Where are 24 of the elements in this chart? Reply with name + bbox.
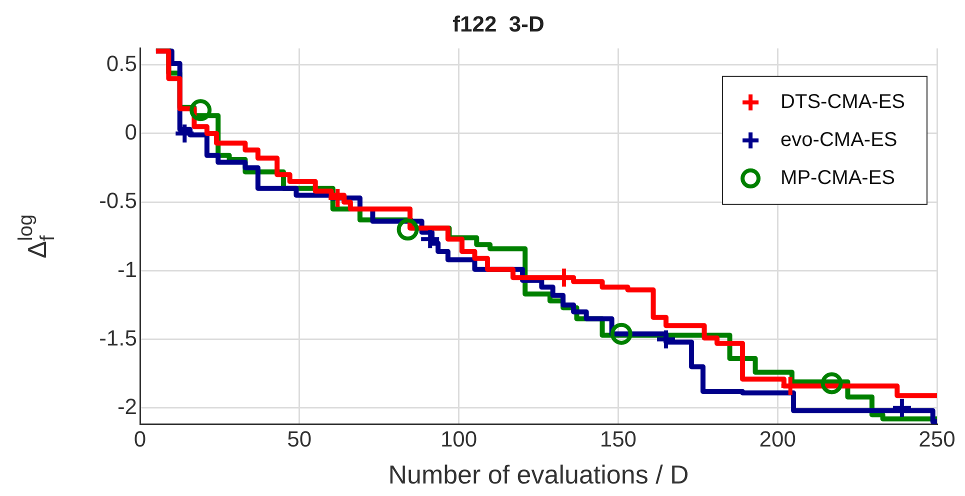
legend-label: MP-CMA-ES: [780, 166, 896, 189]
y-tick-label: 0.5: [106, 50, 137, 76]
point: [655, 328, 678, 350]
y-axis-title: Δflog: [15, 214, 59, 258]
x-tick-label: 50: [287, 426, 312, 452]
x-tick-label: 100: [440, 426, 478, 452]
x-axis-title: Number of evaluations / D: [388, 460, 689, 490]
point: [396, 218, 419, 241]
y-tick-label: -1.5: [99, 325, 137, 350]
point: [610, 322, 632, 345]
y-tick-label: -2: [117, 394, 137, 419]
legend-label: evo-CMA-ES: [780, 128, 898, 151]
chart-title: f122 3-D: [452, 11, 544, 36]
point: [419, 228, 442, 250]
point: [890, 396, 913, 419]
y-tick-label: 0: [124, 120, 137, 145]
point: [820, 372, 843, 394]
x-tick-label: 200: [759, 426, 796, 452]
x-tick-label: 150: [600, 426, 637, 452]
y-tick-label: -0.5: [99, 188, 137, 214]
legend-label: DTS-CMA-ES: [780, 90, 906, 113]
point: [190, 99, 212, 122]
y-tick-label: -1: [117, 256, 137, 282]
x-tick-label: 250: [918, 426, 956, 452]
